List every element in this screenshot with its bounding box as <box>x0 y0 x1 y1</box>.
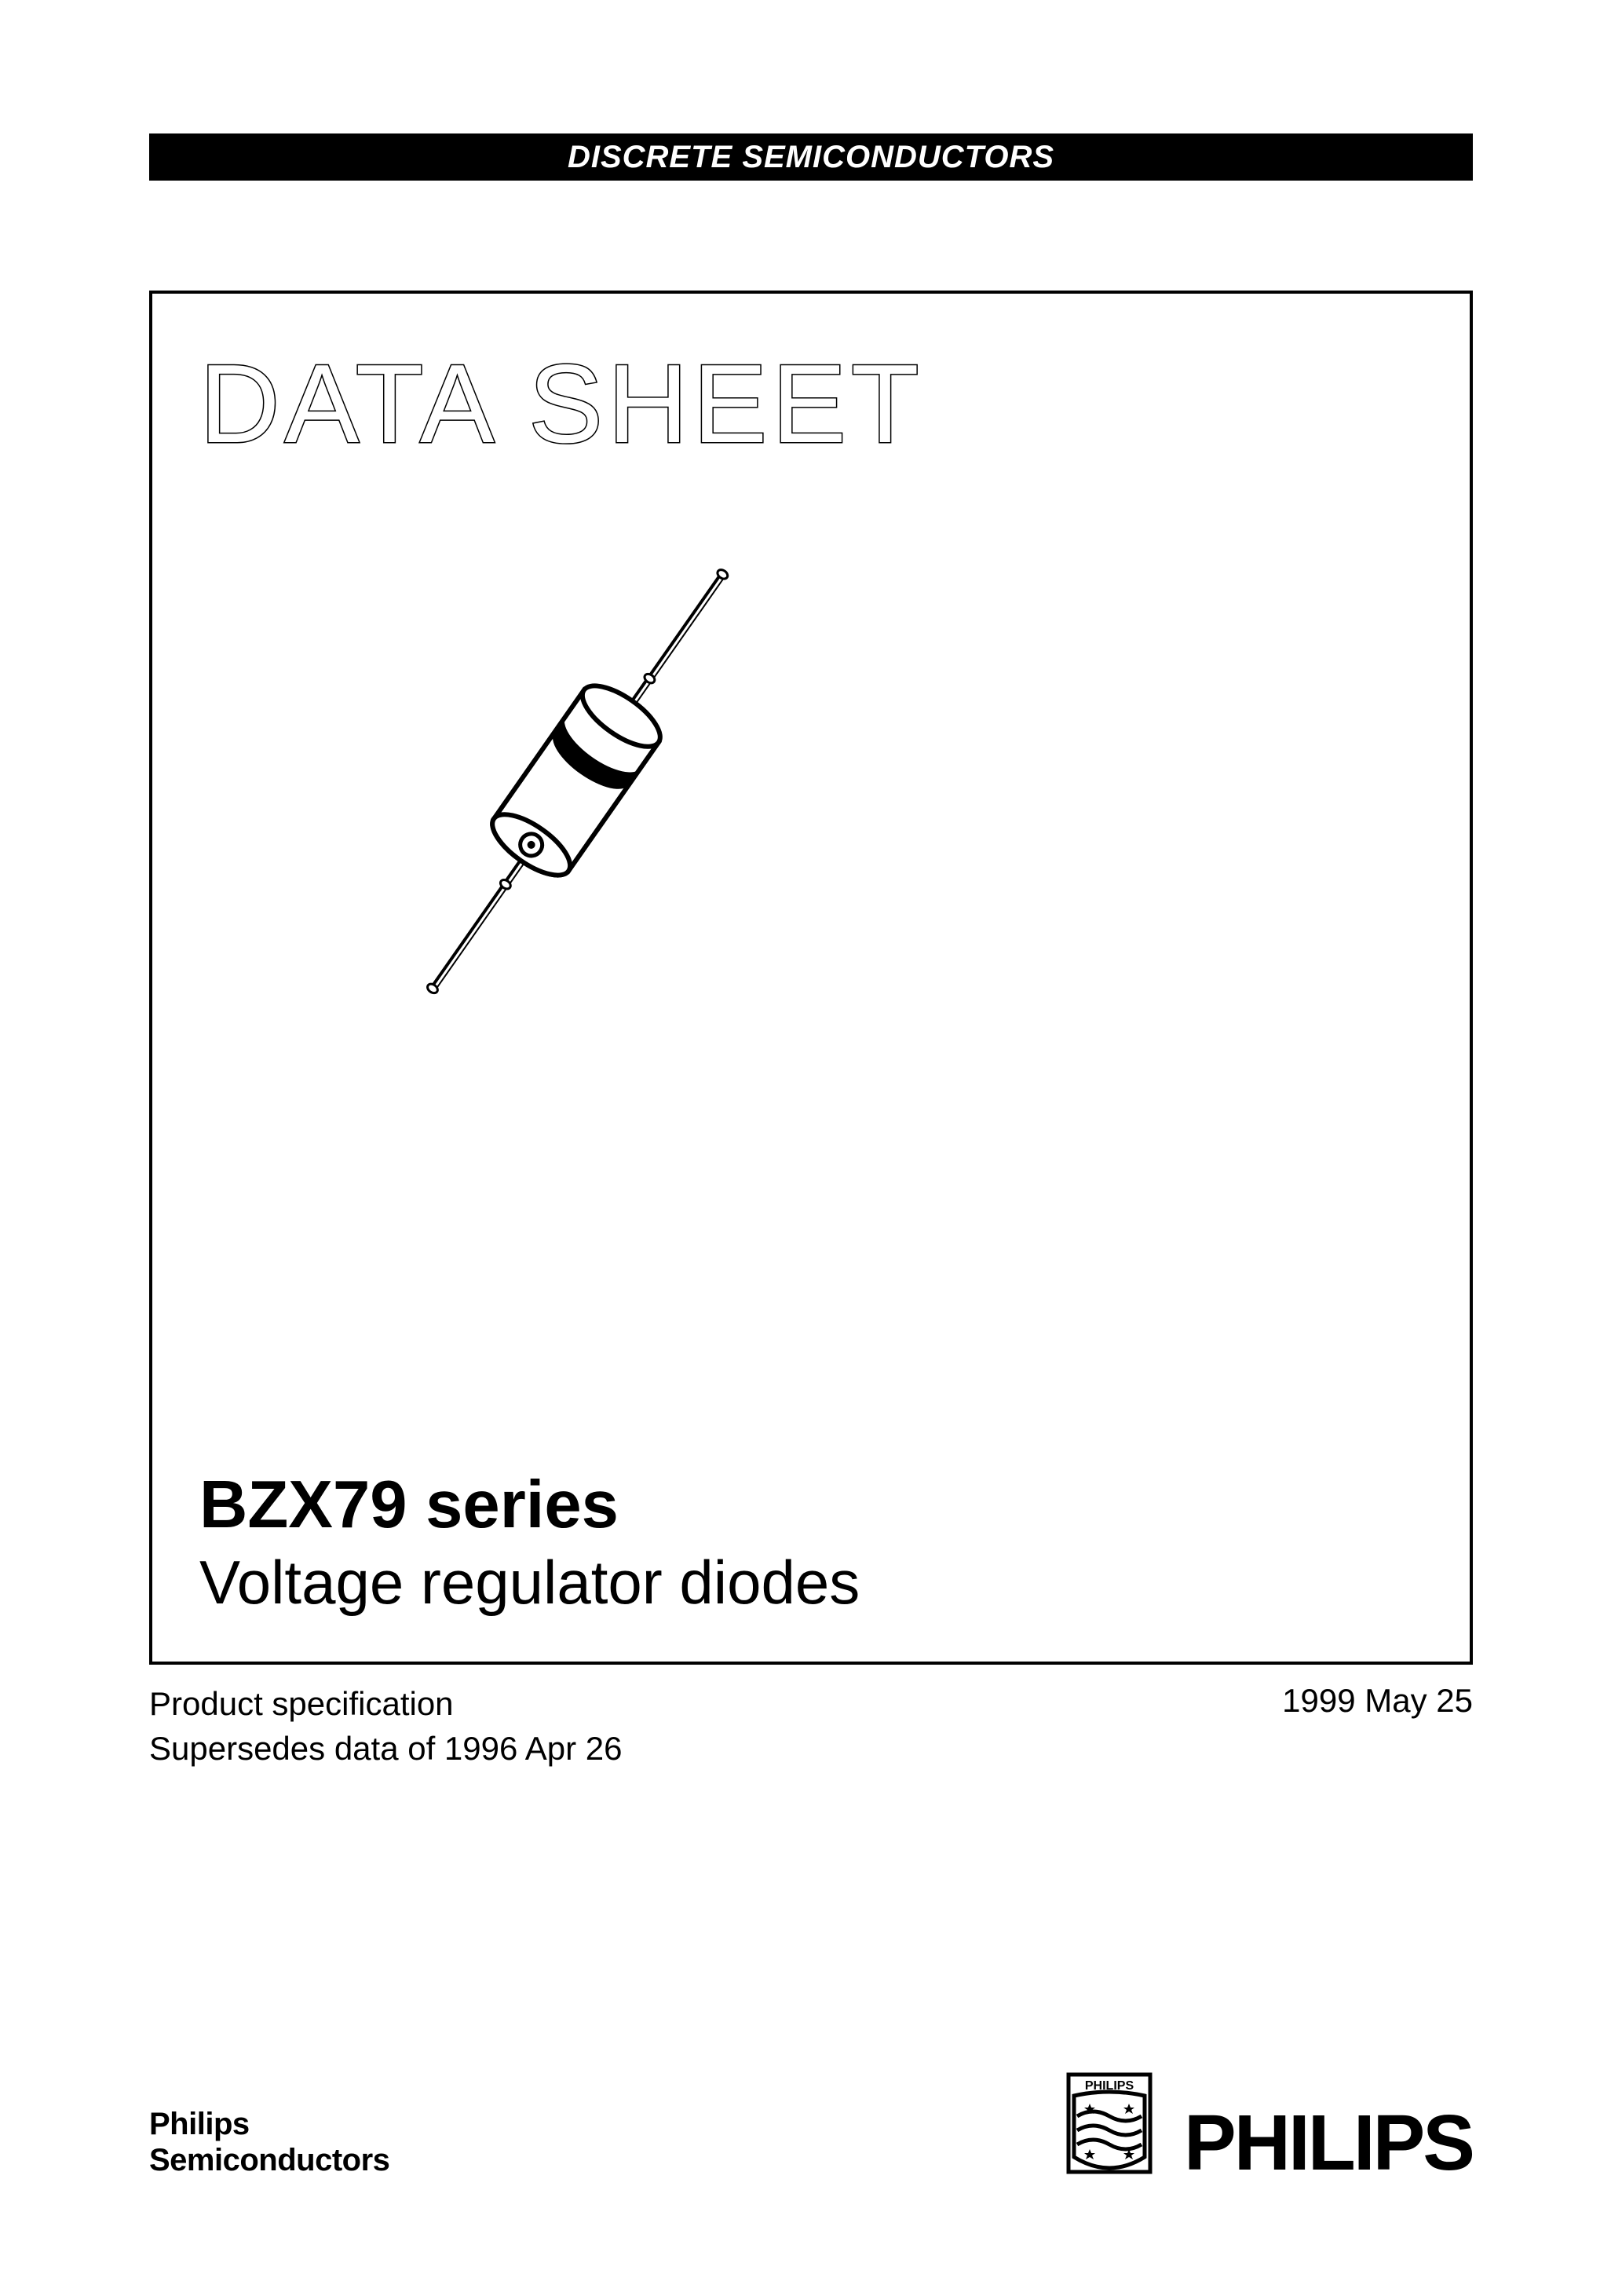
category-bar: DISCRETE SEMICONDUCTORS <box>149 133 1473 181</box>
below-frame: Product specification Supersedes data of… <box>149 1682 1473 1771</box>
brand-left: Philips Semiconductors <box>149 2106 389 2178</box>
diode-icon <box>388 537 765 1028</box>
spec-line-1: Product specification <box>149 1682 622 1727</box>
datasheet-frame: DATA SHEET <box>149 291 1473 1665</box>
spec-left: Product specification Supersedes data of… <box>149 1682 622 1771</box>
category-label: DISCRETE SEMICONDUCTORS <box>568 140 1054 175</box>
brand-line2: Semiconductors <box>149 2142 389 2178</box>
page: DISCRETE SEMICONDUCTORS DATA SHEET <box>0 0 1622 2296</box>
datasheet-title-text: DATA SHEET <box>199 342 924 466</box>
date: 1999 May 25 <box>1282 1682 1473 1720</box>
philips-wordmark: PHILIPS <box>1184 2108 1473 2178</box>
datasheet-title: DATA SHEET <box>199 349 1423 460</box>
spec-line-2: Supersedes data of 1996 Apr 26 <box>149 1727 622 1771</box>
product-subtitle: Voltage regulator diodes <box>199 1547 860 1618</box>
brand-line1: Philips <box>149 2106 389 2142</box>
product-block: BZX79 series Voltage regulator diodes <box>199 1467 860 1618</box>
product-series: BZX79 series <box>199 1467 860 1544</box>
logo-group: PHILIPS PHILIPS <box>1066 2072 1473 2178</box>
footer: Philips Semiconductors PHILIPS <box>149 2072 1473 2178</box>
shield-icon: PHILIPS <box>1066 2072 1153 2178</box>
